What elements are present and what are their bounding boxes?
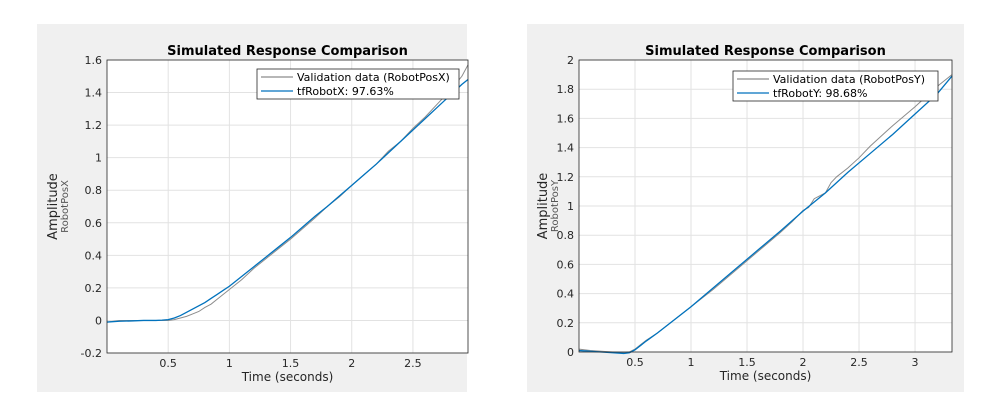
legend-box (256, 68, 460, 100)
y-tick-label: 1.6 (85, 54, 103, 67)
y-axis-sublabel: RobotPosX (60, 180, 71, 233)
axes-box (578, 59, 953, 353)
y-tick-label: -0.2 (81, 347, 102, 360)
y-tick-label: 1.8 (557, 83, 575, 96)
legend-box (732, 70, 939, 102)
y-tick-label: 0 (95, 314, 102, 327)
y-tick-label: 0.6 (557, 258, 575, 271)
x-tick-label: 2.5 (404, 357, 422, 370)
chart-left: 0.5 1 1.5 2 2.5 -0.2 0 0.2 0.4 0.6 0.8 1 1.2 1.4 1.6 Si… (46, 44, 469, 384)
y-tick-label: 0.6 (85, 217, 103, 230)
y-tick-label: 1 (95, 152, 102, 165)
y-tick-label: 0.4 (557, 288, 575, 301)
y-tick-label: 0.2 (85, 282, 103, 295)
x-tick-label: 1 (226, 357, 233, 370)
x-tick-label: 2.5 (850, 356, 868, 369)
x-axis-label: Time (seconds) (241, 370, 334, 384)
y-axis-label: Amplitude (46, 173, 61, 240)
legend: Validation data (RobotPosY)tfRobotY: 98.… (732, 70, 939, 102)
x-axis-label: Time (seconds) (719, 369, 812, 383)
legend-label-1: tfRobotX: 97.63% (297, 85, 394, 98)
y-axis-sublabel: RobotPosY (550, 179, 561, 232)
legend-label-1: tfRobotY: 98.68% (773, 87, 868, 100)
y-tick-label: 1.4 (557, 142, 575, 155)
legend-label-0: Validation data (RobotPosX) (297, 71, 450, 84)
y-tick-label: 1 (567, 200, 574, 213)
y-tick-label: 0.2 (557, 317, 575, 330)
y-tick-label: 0 (567, 346, 574, 359)
axes-box (106, 59, 469, 354)
x-tick-label: 0.5 (159, 357, 177, 370)
series-line-1 (106, 79, 469, 323)
x-tick-label: 1 (688, 356, 695, 369)
series-line-1 (578, 75, 953, 355)
chart-title: Simulated Response Comparison (645, 44, 886, 59)
y-tick-label: 1.4 (85, 87, 103, 100)
y-tick-label: 2 (567, 54, 574, 67)
legend: Validation data (RobotPosX)tfRobotX: 97.… (256, 68, 460, 100)
y-tick-label: 1.2 (557, 171, 575, 184)
y-axis-label: Amplitude (536, 173, 551, 240)
chart-right: 0.5 1 1.5 2 2.5 3 0 0.2 0.4 0.6 0.8 1 1.2 1.4 1.6 1.8 2 S… (536, 44, 953, 383)
y-tick-label: 0.8 (85, 184, 103, 197)
plot-area (107, 60, 468, 353)
y-tick-label: 1.2 (85, 119, 103, 132)
x-tick-label: 0.5 (626, 356, 644, 369)
x-tick-label: 1.5 (282, 357, 300, 370)
x-tick-label: 3 (912, 356, 919, 369)
x-tick-label: 1.5 (738, 356, 756, 369)
chart-title: Simulated Response Comparison (167, 44, 408, 59)
legend-label-0: Validation data (RobotPosY) (773, 73, 925, 86)
figure-panel-left: 0.5 1 1.5 2 2.5 -0.2 0 0.2 0.4 0.6 0.8 1 1.2 1.4 1.6 Si… (37, 24, 469, 392)
y-tick-label: 1.6 (557, 112, 575, 125)
figure-panel-right: 0.5 1 1.5 2 2.5 3 0 0.2 0.4 0.6 0.8 1 1.2 1.4 1.6 1.8 2 S… (527, 24, 964, 392)
grid-lines (579, 59, 952, 353)
y-tick-label: 0.4 (85, 249, 103, 262)
x-tick-label: 2 (348, 357, 355, 370)
x-tick-label: 2 (800, 356, 807, 369)
y-tick-label: 0.8 (557, 229, 575, 242)
